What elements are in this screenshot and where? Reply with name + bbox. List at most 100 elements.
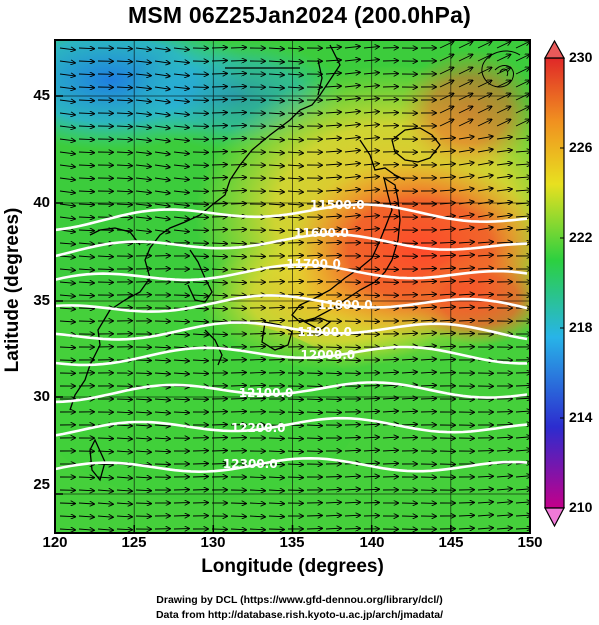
wind-arrow xyxy=(325,112,341,113)
wind-arrow xyxy=(116,529,132,530)
wind-arrow xyxy=(439,81,454,88)
wind-arrow xyxy=(116,152,132,153)
wind-arrow xyxy=(78,282,94,283)
wind-arrow xyxy=(363,463,379,464)
wind-arrow xyxy=(59,230,75,232)
wind-arrow xyxy=(477,188,493,191)
wind-arrow xyxy=(154,48,170,50)
wind-arrow xyxy=(230,373,246,374)
wind-arrow xyxy=(477,268,493,269)
wind-arrow xyxy=(287,438,303,439)
wind-arrow xyxy=(458,215,474,217)
wind-arrow xyxy=(230,529,246,530)
wind-arrow xyxy=(439,68,454,75)
wind-arrow xyxy=(477,528,493,529)
colorbar-min-arrow xyxy=(544,507,565,528)
wind-arrow xyxy=(154,126,170,128)
wind-arrow xyxy=(116,451,132,452)
wind-arrow xyxy=(173,204,189,206)
wind-arrow xyxy=(78,217,94,218)
wind-arrow xyxy=(230,151,246,152)
wind-arrow xyxy=(59,269,75,270)
wind-arrow xyxy=(249,503,265,504)
wind-arrow xyxy=(135,438,151,439)
wind-arrow xyxy=(154,347,170,348)
wind-arrow xyxy=(249,529,265,530)
wind-arrow xyxy=(135,451,151,452)
y-tick-label: 25 xyxy=(33,476,50,493)
wind-arrow xyxy=(59,48,75,50)
wind-arrow xyxy=(230,138,246,139)
wind-arrow xyxy=(477,136,493,139)
wind-arrow xyxy=(458,255,474,256)
wind-arrow xyxy=(401,438,417,439)
wind-arrow xyxy=(439,320,455,321)
wind-arrow xyxy=(363,450,379,451)
wind-arrow xyxy=(59,516,75,517)
chart-title: MSM 06Z25Jan2024 (200.0hPa) xyxy=(128,2,471,28)
wind-arrow xyxy=(230,503,246,504)
wind-arrow xyxy=(344,124,360,126)
wind-arrow xyxy=(154,139,170,141)
wind-arrow xyxy=(458,281,474,282)
wind-arrow xyxy=(97,256,113,257)
wind-arrow xyxy=(401,398,417,399)
wind-arrow xyxy=(230,256,246,257)
wind-arrow xyxy=(439,138,455,139)
wind-arrow xyxy=(287,48,303,49)
wind-arrow xyxy=(287,490,303,491)
wind-arrow xyxy=(116,191,132,192)
wind-arrow xyxy=(116,490,132,491)
wind-arrow xyxy=(173,217,189,219)
wind-arrow xyxy=(287,165,303,166)
wind-arrow xyxy=(477,94,492,101)
wind-arrow xyxy=(458,42,473,49)
wind-arrow xyxy=(496,68,511,75)
wind-arrow xyxy=(135,100,151,102)
wind-arrow xyxy=(211,282,227,283)
wind-arrow xyxy=(458,94,473,101)
wind-arrow xyxy=(458,150,474,152)
wind-arrow xyxy=(116,412,132,413)
wind-arrow xyxy=(135,477,151,478)
wind-arrow xyxy=(325,99,341,100)
wind-arrow xyxy=(496,55,511,62)
wind-arrow xyxy=(211,139,227,140)
wind-arrow xyxy=(420,372,436,373)
wind-arrow xyxy=(515,528,530,529)
wind-arrow xyxy=(496,437,512,438)
wind-arrow xyxy=(382,372,398,373)
wind-arrow xyxy=(116,477,132,478)
height-contour-line xyxy=(55,294,528,313)
wind-arrow xyxy=(268,451,284,452)
wind-arrow xyxy=(249,516,265,517)
wind-arrow xyxy=(268,204,284,205)
wind-arrow xyxy=(420,333,436,334)
wind-arrow xyxy=(420,359,436,360)
wind-vectors xyxy=(59,42,530,531)
wind-arrow xyxy=(230,112,246,113)
wind-arrow xyxy=(496,489,512,490)
wind-arrow xyxy=(363,151,379,152)
wind-arrow xyxy=(78,87,94,88)
wind-arrow xyxy=(382,385,398,386)
wind-arrow xyxy=(192,490,208,491)
wind-arrow xyxy=(363,424,379,425)
wind-arrow xyxy=(496,255,512,256)
wind-arrow xyxy=(135,48,151,50)
wind-arrow xyxy=(496,42,511,49)
wind-arrow xyxy=(173,334,189,335)
x-tick-label: 135 xyxy=(279,534,305,551)
wind-arrow xyxy=(382,256,398,257)
wind-arrow xyxy=(515,229,530,230)
x-tick-label: 120 xyxy=(42,534,68,551)
wind-arrow xyxy=(154,425,170,426)
x-tick-label: 130 xyxy=(200,534,226,551)
wind-arrow xyxy=(97,477,113,478)
wind-arrow xyxy=(154,217,170,219)
tick-marks xyxy=(54,95,531,533)
wind-arrow xyxy=(306,373,322,374)
wind-arrow xyxy=(116,425,132,426)
wind-arrow xyxy=(287,87,303,88)
